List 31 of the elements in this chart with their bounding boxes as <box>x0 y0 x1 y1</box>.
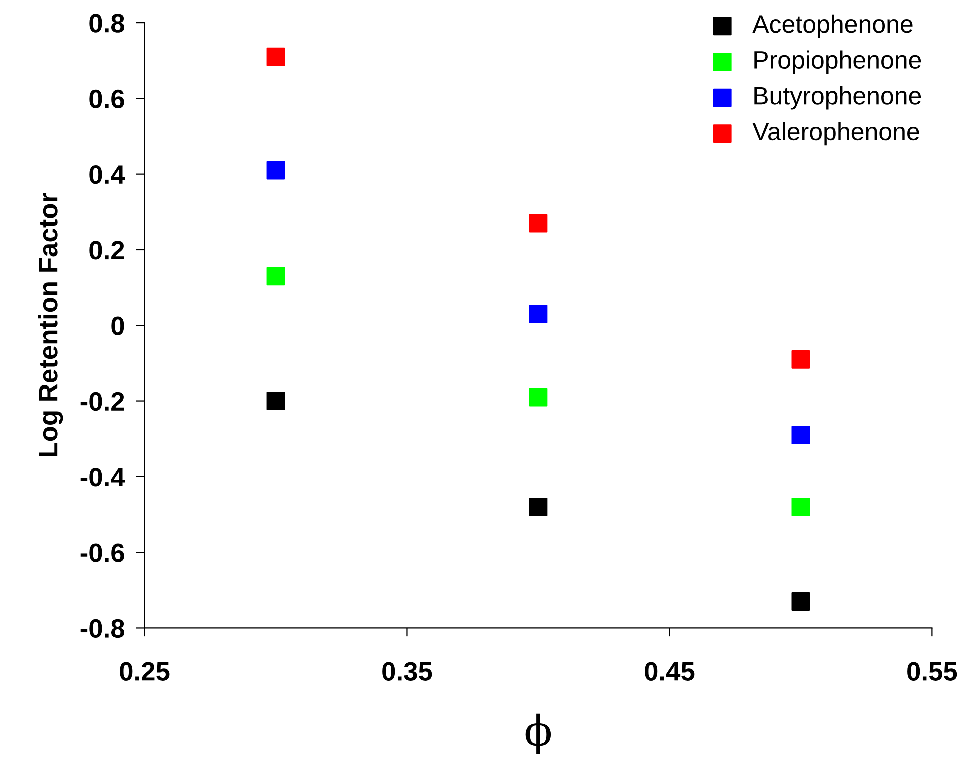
point <box>266 48 286 66</box>
y-tick-label: 0.6 <box>90 90 124 109</box>
y-tick-label: 0.2 <box>90 241 124 260</box>
y-tick-label: 0.4 <box>90 165 126 184</box>
point <box>529 214 548 233</box>
legend-label: Propiophenone <box>754 50 922 74</box>
x-tick-label: 0.45 <box>645 662 695 681</box>
y-tick-label: -0.2 <box>80 392 124 412</box>
point <box>792 350 810 369</box>
point <box>266 161 286 180</box>
point <box>266 267 286 286</box>
point <box>529 388 548 407</box>
y-tick-label: -0.6 <box>80 544 124 562</box>
y-axis-title: Log Retention Factor <box>38 193 64 457</box>
point <box>792 592 810 611</box>
point <box>792 498 810 516</box>
x-axis-title: ϕ <box>526 714 552 754</box>
legend-label: Acetophenone <box>752 14 913 38</box>
y-tick-label: -0.8 <box>80 619 124 638</box>
legend-label: Butyrophenone <box>754 86 922 110</box>
legend-label: Valerophenone <box>752 122 920 146</box>
point <box>266 392 286 410</box>
x-tick-label: 0.25 <box>120 662 170 681</box>
y-tick-label: 0 <box>112 316 124 336</box>
x-tick-label: 0.35 <box>382 662 432 681</box>
point <box>792 426 810 445</box>
x-tick-label: 0.55 <box>908 662 958 681</box>
y-tick-label: 0.8 <box>90 14 124 33</box>
y-tick-label: -0.4 <box>80 468 126 487</box>
point <box>529 305 548 324</box>
point <box>529 498 548 516</box>
